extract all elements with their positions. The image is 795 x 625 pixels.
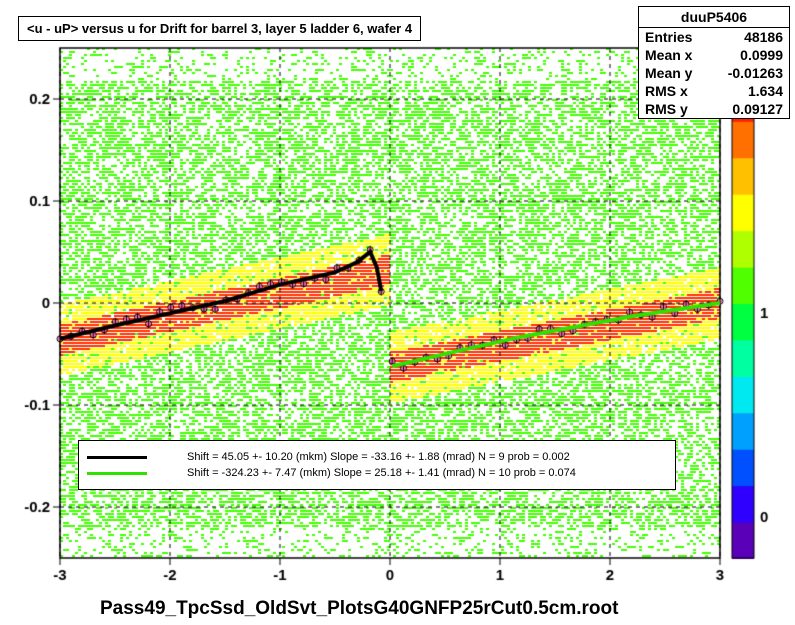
chart-container: <u - uP> versus u for Drift for barrel 3… — [0, 0, 795, 625]
legend-box: Shift = 45.05 +- 10.20 (mkm) Slope = -33… — [78, 440, 676, 490]
file-label: Pass49_TpcSsd_OldSvt_PlotsG40GNFP25rCut0… — [100, 598, 618, 620]
legend-swatch-black — [87, 456, 147, 459]
stats-meanx: Mean x 0.0999 — [639, 46, 789, 64]
legend-text-green: Shift = -324.23 +- 7.47 (mkm) Slope = 25… — [187, 467, 576, 479]
legend-swatch-green — [87, 472, 147, 475]
chart-title: <u - uP> versus u for Drift for barrel 3… — [18, 16, 421, 41]
stats-meany: Mean y -0.01263 — [639, 64, 789, 82]
legend-row-black: Shift = 45.05 +- 10.20 (mkm) Slope = -33… — [87, 451, 667, 463]
legend-row-green: Shift = -324.23 +- 7.47 (mkm) Slope = 25… — [87, 467, 667, 479]
stats-rmsx: RMS x 1.634 — [639, 82, 789, 100]
stats-name: duuP5406 — [639, 7, 789, 28]
stats-rmsy: RMS y 0.09127 — [639, 100, 789, 118]
stats-box: duuP5406 Entries 48186 Mean x 0.0999 Mea… — [638, 6, 790, 119]
stats-entries: Entries 48186 — [639, 28, 789, 46]
legend-text-black: Shift = 45.05 +- 10.20 (mkm) Slope = -33… — [187, 451, 570, 463]
